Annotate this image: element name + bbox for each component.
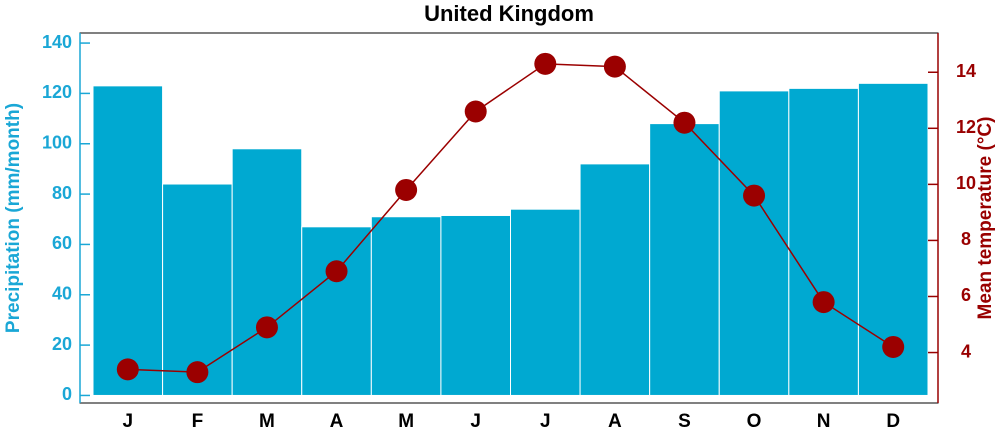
y2-tick-label: 14 (956, 61, 976, 81)
y2-tick-label: 12 (956, 117, 976, 137)
bar (510, 208, 581, 396)
y2-tick-label: 8 (961, 229, 971, 249)
y-tick-label: 40 (52, 284, 72, 304)
bar (788, 87, 859, 396)
bar (162, 183, 233, 396)
temperature-marker (464, 100, 487, 123)
y-tick-label: 20 (52, 334, 72, 354)
y-tick-label: 80 (52, 183, 72, 203)
temperature-marker (395, 178, 418, 201)
temperature-marker (116, 358, 139, 381)
x-tick-label: D (886, 411, 900, 432)
x-tick-label: A (330, 411, 344, 432)
bar (370, 216, 442, 396)
x-tick-label: M (398, 411, 414, 432)
bar (718, 90, 790, 396)
bar (440, 214, 511, 396)
temperature-marker (325, 260, 348, 283)
bar (301, 226, 372, 396)
bar (649, 123, 720, 396)
y2-tick-label: 4 (961, 341, 971, 361)
temperature-marker (603, 55, 626, 78)
x-tick-label: S (678, 411, 691, 432)
y2-axis-label: Mean temperature (°C) (975, 117, 996, 320)
y-tick-label: 100 (42, 132, 72, 152)
temperature-marker (812, 291, 835, 314)
y2-tick-label: 6 (961, 285, 971, 305)
y-tick-label: 120 (42, 82, 72, 102)
temperature-marker (186, 361, 209, 384)
x-tick-label: O (747, 411, 762, 432)
y2-tick-label: 10 (956, 173, 976, 193)
chart-title: United Kingdom (424, 1, 594, 26)
temperature-line (127, 63, 894, 373)
bar (92, 85, 164, 396)
y-tick-label: 0 (62, 384, 72, 404)
bar (231, 148, 303, 396)
temperature-marker (673, 111, 696, 134)
x-tick-label: F (192, 411, 204, 432)
y-tick-label: 60 (52, 233, 72, 253)
x-tick-label: A (608, 411, 622, 432)
x-tick-label: M (259, 411, 275, 432)
x-tick-label: N (817, 411, 831, 432)
y-axis-label: Precipitation (mm/month) (3, 103, 24, 333)
temperature-marker (534, 52, 557, 75)
temperature-marker (255, 316, 278, 339)
x-tick-label: J (470, 411, 481, 432)
y-tick-label: 140 (42, 32, 72, 52)
temperature-marker (743, 184, 766, 207)
x-tick-label: J (123, 411, 134, 432)
bar (579, 163, 651, 396)
temperature-marker (882, 335, 905, 358)
x-tick-label: J (540, 411, 551, 432)
